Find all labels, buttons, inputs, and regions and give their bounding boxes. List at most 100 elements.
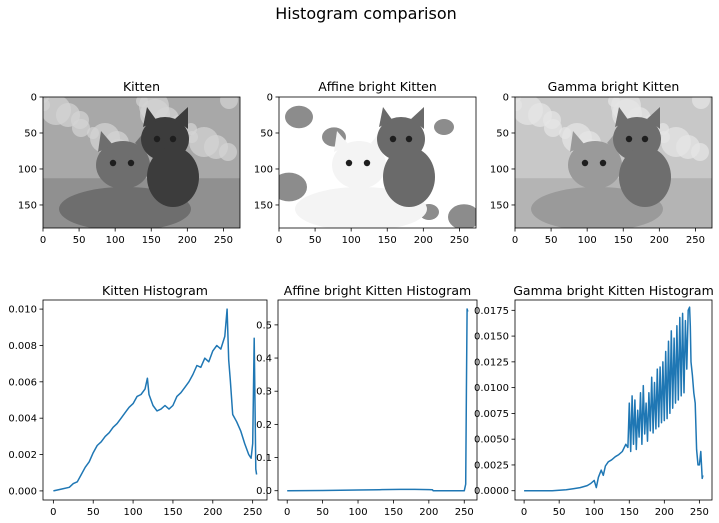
- panel-2-image: [279, 97, 476, 228]
- panel-1-kitten2-body: [147, 147, 199, 207]
- panel-5-xtick-label: 250: [455, 507, 474, 518]
- panel-1-kitten-eye: [169, 135, 177, 143]
- panel-3-bokeh-spot: [559, 127, 571, 139]
- panel-5-ytick-label: 0.0: [256, 486, 272, 497]
- panel-3-xtick-label: 50: [545, 235, 558, 246]
- panel-5-frame: [277, 299, 478, 501]
- panel-1-bokeh-spot: [87, 127, 99, 139]
- panel-3-ytick-label: 50: [496, 128, 509, 139]
- panel-2-kitten-eye: [405, 135, 413, 143]
- panel-2-kitten-eye: [389, 135, 397, 143]
- panel-2-kitten2-ear: [411, 107, 424, 129]
- panel-3-bokeh-spot: [544, 119, 562, 137]
- panel-4-ytick-label: 0.006: [8, 377, 37, 388]
- figure-title: Histogram comparison: [275, 4, 457, 23]
- panel-1: 0 50 100 150 200 250 0 50 100 150 Kitten: [18, 79, 241, 246]
- panel-4-title: Kitten Histogram: [102, 283, 208, 298]
- panel-3-title: Gamma bright Kitten: [548, 79, 680, 94]
- panel-5-ytick-label: 0.4: [256, 354, 272, 365]
- panel-2-dark-patch: [434, 119, 454, 135]
- panel-1-xtick-label: 50: [73, 235, 86, 246]
- panel-3-kitten-eye: [625, 135, 633, 143]
- panel-1-xtick-label: 100: [106, 235, 125, 246]
- panel-4-xtick-label: 100: [124, 507, 143, 518]
- panel-1-frame: [42, 96, 241, 229]
- panel-6-xtick-label: 0: [521, 507, 527, 518]
- panel-2-kitten-ear: [334, 131, 349, 152]
- panel-5: 0 50 100 150 200 250 0.0 0.1 0.2 0.3 0.4 0.5 Affine …: [256, 283, 478, 518]
- panel-5-ytick-label: 0.5: [256, 320, 272, 331]
- panel-5-ytick-label: 0.1: [256, 453, 272, 464]
- panel-6-xtick-label: 250: [690, 507, 709, 518]
- panel-2-ytick-label: 150: [254, 200, 273, 211]
- panel-5-xtick-label: 200: [419, 507, 438, 518]
- panel-4-xtick-label: 200: [203, 507, 222, 518]
- panel-6-ytick-label: 0.0100: [474, 383, 509, 394]
- panel-2-xtick-label: 150: [378, 235, 397, 246]
- panel-2-kitten-head: [332, 141, 386, 189]
- panel-3-kitten2-ear: [647, 107, 660, 129]
- panel-5-histogram-line: [287, 308, 469, 492]
- panel-1-ytick-label: 100: [18, 164, 37, 175]
- panel-3-ytick-label: 0: [503, 93, 509, 104]
- panel-3: 0 50 100 150 200 250 0 50 100 150 Gamma bright Kit…: [490, 79, 713, 246]
- panel-3-kitten-eye: [581, 159, 589, 167]
- panel-1-ytick-label: 50: [24, 128, 37, 139]
- panel-5-title: Affine bright Kitten Histogram: [284, 283, 471, 298]
- panel-2-frame: [278, 96, 477, 229]
- panel-1-kitten-head: [96, 141, 150, 189]
- panel-3-kitten-head: [568, 141, 622, 189]
- panel-3-bokeh-spot: [515, 99, 522, 111]
- panel-4-xtick-label: 250: [243, 507, 262, 518]
- panel-4-xtick-label: 0: [50, 507, 56, 518]
- panel-4-histogram-line: [53, 308, 258, 492]
- panel-1-image: [43, 97, 240, 228]
- panel-6: 0 50 100 150 200 250 0.0000 0.0025 0.0050 0.0075 0…: [474, 283, 714, 518]
- panel-4-ytick-label: 0.002: [8, 450, 37, 461]
- panel-1-kitten-eye: [153, 135, 161, 143]
- panel-1-xtick-label: 250: [214, 235, 233, 246]
- panel-6-xtick-label: 150: [620, 507, 639, 518]
- panel-6-ytick-label: 0.0025: [474, 460, 509, 471]
- panel-4-xtick-label: 50: [87, 507, 100, 518]
- panel-2-ytick-label: 100: [254, 164, 273, 175]
- panel-2-dark-patch: [279, 172, 307, 202]
- panel-2-ytick-label: 50: [260, 128, 273, 139]
- panel-2-xtick-label: 0: [276, 235, 282, 246]
- panel-3-ytick-label: 150: [490, 200, 509, 211]
- panel-2-xtick-label: 50: [309, 235, 322, 246]
- panel-2-xtick-label: 200: [414, 235, 433, 246]
- panel-1-bokeh-spot: [220, 97, 238, 109]
- panel-1-bokeh-spot: [72, 119, 90, 137]
- panel-3-xtick-label: 250: [686, 235, 705, 246]
- panel-6-ytick-label: 0.0000: [474, 486, 509, 497]
- panel-3-bokeh-spot: [658, 131, 670, 143]
- panel-6-frame: [514, 299, 713, 501]
- panel-1-bokeh-spot: [186, 131, 198, 143]
- panel-5-xtick-label: 100: [348, 507, 367, 518]
- panel-1-kitten2-ear: [143, 107, 157, 127]
- panel-3-kitten-eye: [641, 135, 649, 143]
- panel-1-xtick-label: 0: [40, 235, 46, 246]
- panel-5-xtick-label: 150: [384, 507, 403, 518]
- panel-6-ytick-label: 0.0175: [474, 306, 509, 317]
- panel-5-ytick-label: 0.2: [256, 420, 272, 431]
- panel-1-bokeh-spot: [43, 99, 50, 111]
- panel-5-xtick-label: 50: [316, 507, 329, 518]
- panel-4-ytick-label: 0.004: [8, 414, 37, 425]
- panel-6-ytick-label: 0.0150: [474, 332, 509, 343]
- panel-4-frame: [42, 299, 268, 501]
- panel-2-dark-patch: [285, 105, 313, 129]
- panel-6-title: Gamma bright Kitten Histogram: [513, 283, 714, 298]
- panel-3-ytick-label: 100: [490, 164, 509, 175]
- panel-4-ytick-label: 0.008: [8, 341, 37, 352]
- panel-2-xtick-label: 250: [450, 235, 469, 246]
- panel-6-ytick-label: 0.0050: [474, 435, 509, 446]
- panel-3-frame: [514, 96, 713, 229]
- panel-3-kitten2-body: [619, 147, 671, 207]
- panel-1-bokeh-spot: [43, 97, 71, 125]
- panel-3-xtick-label: 200: [650, 235, 669, 246]
- panel-2-title: Affine bright Kitten: [318, 79, 437, 94]
- panel-5-ytick-label: 0.3: [256, 387, 272, 398]
- panel-4-ytick-label: 0.000: [8, 486, 37, 497]
